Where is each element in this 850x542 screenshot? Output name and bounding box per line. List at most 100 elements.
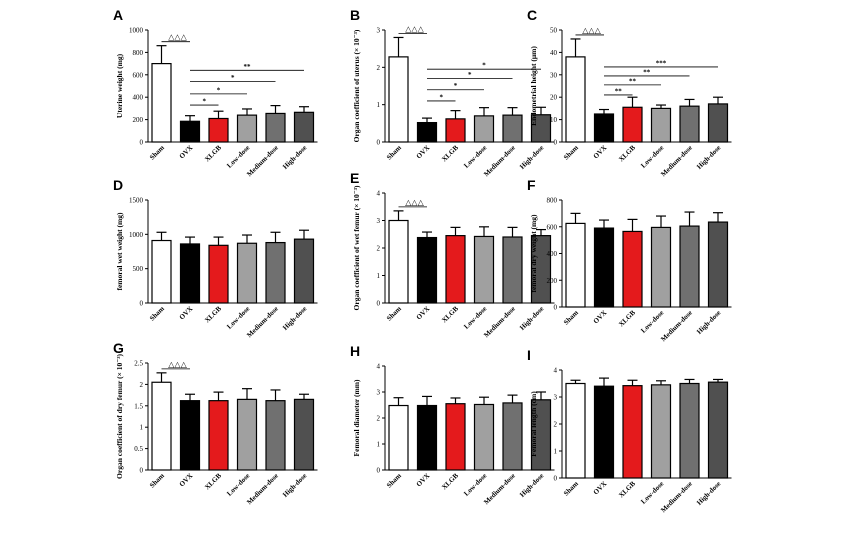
bar	[565, 222, 586, 308]
x-tick-label: XLGB	[440, 305, 460, 325]
y-axis-label: Femoral length (cm)	[529, 391, 538, 457]
x-tick-label: Low-dose	[225, 144, 251, 170]
y-tick-label: 1.5	[134, 402, 143, 410]
x-tick-label: High-dose	[695, 480, 722, 507]
chart-panel-h: H 0 1 2 3 4 Femoral diameter (mm) Sham OVX XLGB Lo…	[350, 343, 555, 506]
y-tick-label: 2	[554, 421, 558, 429]
y-axis-label: Organ coefficient of dry femur (× 10⁻³)	[115, 354, 124, 479]
bar	[502, 402, 523, 471]
sig-triangle: △△△	[168, 33, 187, 42]
x-tick-label: XLGB	[440, 472, 460, 492]
x-tick-label: OVX	[415, 144, 432, 161]
x-tick-label: High-dose	[695, 144, 722, 171]
chart-panel-c: C 0 10 20 30 40 50 Endometrial height (μm) Sham O…	[527, 7, 732, 178]
y-tick-label: 1	[377, 272, 381, 280]
x-tick-label: High-dose	[281, 472, 308, 499]
y-tick-label: 400	[133, 94, 144, 102]
x-tick-label: High-dose	[281, 144, 308, 171]
x-tick-label: Low-dose	[225, 305, 251, 331]
bar	[236, 114, 258, 143]
y-tick-label: 1000	[129, 231, 144, 239]
bar	[445, 235, 466, 304]
x-tick-label: OVX	[178, 472, 195, 489]
y-axis-label: femoral dry weight (mg)	[529, 214, 538, 293]
chart-panel-e: E 0 1 2 3 4 Organ coefficient of wet femur (× …	[350, 170, 555, 339]
bar	[707, 221, 729, 308]
bar	[416, 404, 438, 471]
bar	[679, 105, 700, 143]
y-axis-label: Femoral diameter (mm)	[352, 379, 361, 456]
bar	[265, 241, 286, 304]
x-tick-label: Sham	[385, 472, 403, 490]
x-tick-label: Sham	[562, 144, 580, 162]
bar	[502, 236, 523, 304]
x-tick-label: Sham	[148, 472, 166, 490]
y-tick-label: 2	[377, 245, 381, 253]
x-tick-label: Sham	[562, 480, 580, 498]
bar	[650, 226, 672, 308]
bar	[151, 62, 172, 143]
sig-triangle: △△△	[582, 26, 601, 35]
y-tick-label: 4	[377, 363, 381, 371]
bar	[388, 56, 409, 143]
y-axis-label: Endometrial height (μm)	[529, 46, 538, 126]
sig-triangle: △△△	[168, 360, 187, 369]
y-tick-label: 1000	[129, 27, 144, 35]
bar	[208, 117, 229, 143]
x-tick-label: Sham	[385, 305, 403, 323]
x-tick-label: OVX	[178, 144, 195, 161]
y-tick-label: 600	[547, 223, 558, 231]
panel-label: F	[527, 177, 536, 193]
y-tick-label: 10	[550, 116, 558, 124]
bar	[679, 225, 700, 308]
bar	[622, 385, 643, 479]
bar	[707, 381, 729, 479]
sig-star: *	[231, 74, 235, 82]
sig-star: **	[643, 68, 651, 76]
x-tick-label: XLGB	[617, 309, 637, 329]
y-tick-label: 1	[377, 441, 381, 449]
sig-triangle: △△△	[405, 24, 424, 33]
panel-label: B	[350, 7, 360, 23]
y-tick-label: 0	[554, 304, 558, 312]
bar	[208, 400, 229, 471]
y-tick-label: 0.5	[134, 445, 143, 453]
x-tick-label: Low-dose	[639, 480, 665, 506]
x-tick-label: Low-dose	[462, 305, 488, 331]
panel-label: D	[113, 177, 123, 193]
sig-triangle: △△△	[405, 198, 424, 207]
sig-star: **	[629, 77, 637, 85]
y-tick-label: 0	[554, 475, 558, 483]
panel-label: I	[527, 347, 531, 363]
y-tick-label: 200	[547, 277, 558, 285]
y-tick-label: 500	[133, 265, 144, 273]
y-tick-label: 0	[377, 139, 381, 147]
bar	[445, 118, 466, 143]
sig-star: ***	[656, 59, 667, 67]
sig-star: *	[482, 62, 486, 70]
bar	[151, 381, 172, 471]
bar	[179, 243, 201, 304]
y-tick-label: 0	[140, 139, 144, 147]
bar	[593, 227, 615, 308]
x-tick-label: OVX	[178, 305, 195, 322]
y-tick-label: 4	[554, 367, 558, 375]
bar	[502, 114, 523, 143]
y-tick-label: 4	[377, 190, 381, 198]
x-tick-label: High-dose	[518, 305, 545, 332]
x-tick-label: OVX	[592, 480, 609, 497]
bar	[388, 219, 409, 304]
x-tick-label: Low-dose	[462, 472, 488, 498]
bar	[179, 400, 201, 471]
y-tick-label: 20	[550, 94, 558, 102]
y-tick-label: 1	[140, 424, 144, 432]
x-tick-label: OVX	[415, 472, 432, 489]
x-tick-label: XLGB	[617, 144, 637, 164]
bar	[707, 103, 729, 143]
bar	[265, 400, 286, 471]
bar	[650, 384, 672, 479]
bar	[473, 403, 495, 471]
y-axis-label: femoral wet weight (mg)	[115, 212, 124, 291]
bar	[416, 236, 438, 304]
